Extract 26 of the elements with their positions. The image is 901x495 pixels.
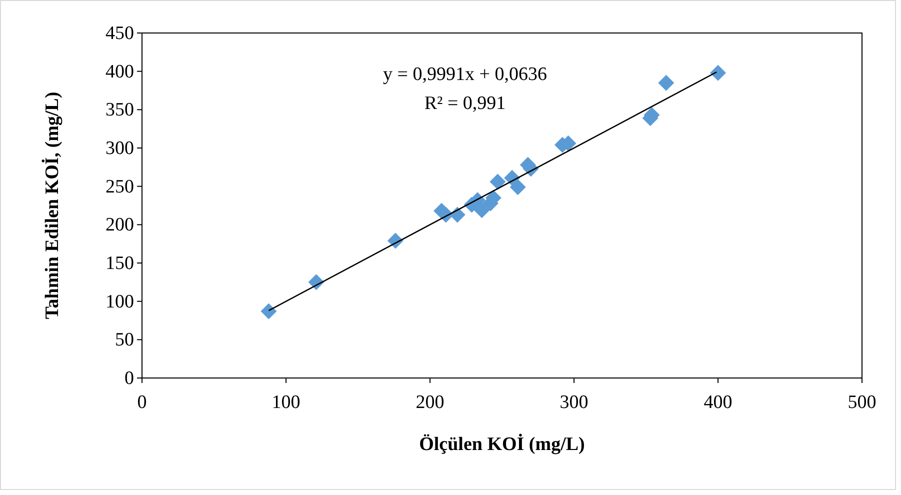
point xyxy=(710,64,726,81)
x-tick-label: 0 xyxy=(137,392,147,413)
annotation: y = 0,9991x + 0,0636 xyxy=(383,64,547,85)
y-tick-label: 450 xyxy=(106,23,134,44)
y-tick-label: 50 xyxy=(115,330,134,351)
annotation: R² = 0,991 xyxy=(424,93,506,114)
x-tick-label: 500 xyxy=(848,392,876,413)
x-tick-label: 200 xyxy=(416,392,444,413)
x-tick-label: 100 xyxy=(272,392,300,413)
y-tick-label: 400 xyxy=(106,61,134,82)
y-tick-label: 100 xyxy=(106,291,134,312)
point xyxy=(474,202,490,218)
x-tick-label: 300 xyxy=(560,392,588,413)
y-tick-label: 200 xyxy=(106,214,134,236)
y-tick-label: 0 xyxy=(124,368,134,389)
y-tick-label: 350 xyxy=(106,100,134,121)
y-tick-label: 150 xyxy=(106,253,134,274)
point xyxy=(490,174,506,190)
x-axis-title: Ölçülen KOİ (mg/L) xyxy=(419,433,585,455)
point xyxy=(658,74,674,91)
x-tick-label: 400 xyxy=(704,392,732,413)
y-axis-title: Tahmin Edilen KOİ, (mg/L) xyxy=(41,92,63,320)
y-tick-label: 250 xyxy=(106,176,134,198)
point xyxy=(510,179,526,196)
y-tick-label: 300 xyxy=(106,138,134,159)
point xyxy=(260,303,277,320)
